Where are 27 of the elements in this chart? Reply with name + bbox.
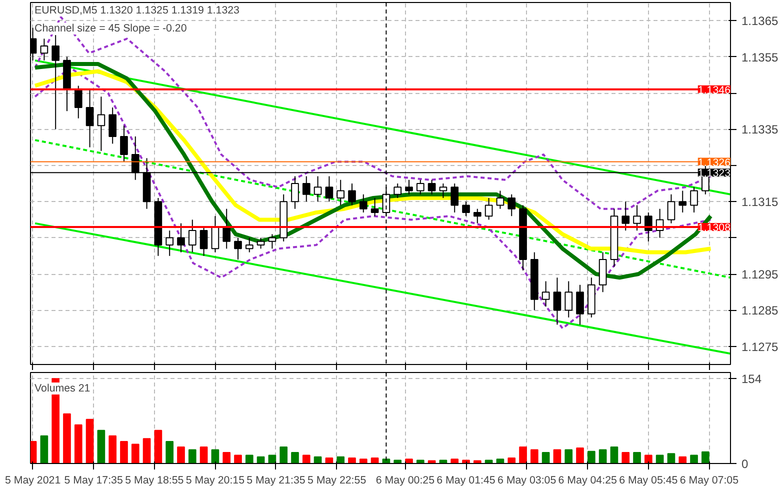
x-tick-label: 6 May 04:25 — [558, 474, 618, 486]
x-tick-label: 5 May 2021 — [4, 474, 61, 486]
x-tick-label: 5 May 17:35 — [64, 474, 123, 486]
chart-title: EURUSD,M5 1.1320 1.1325 1.1319 1.1323 — [34, 4, 240, 16]
y-tick-label: 1.1295 — [742, 268, 779, 282]
x-tick-label: 6 May 03:05 — [497, 474, 556, 486]
text: Channel size = 45 Slope = -0.20 — [34, 22, 187, 34]
x-tick-label: 5 May 22:55 — [307, 474, 366, 486]
x-tick-label: 5 May 21:35 — [246, 474, 306, 486]
y-tick-label: 1.1285 — [742, 304, 779, 318]
y-tick-label: 0 — [742, 457, 748, 471]
y-tick-label: 1.1315 — [742, 195, 779, 210]
ref-line-label: 1.1326 — [698, 156, 731, 169]
ref-line-label: 1.1346 — [698, 84, 731, 96]
x-tick-label: 6 May 00:25 — [376, 474, 435, 486]
x-tick-label: 6 May 01:45 — [436, 474, 496, 486]
y-tick-label: 1.1355 — [742, 50, 779, 64]
x-tick-label: 5 May 18:55 — [125, 474, 184, 486]
y-tick-label: 1.1275 — [742, 340, 779, 354]
ref-line-label: 1.1308 — [698, 222, 731, 234]
y-tick-label: 154 — [742, 372, 762, 386]
y-tick-label: 1.1335 — [742, 122, 779, 137]
x-tick-label: 6 May 07:05 — [680, 474, 739, 486]
text: Volumes 21 — [34, 382, 90, 394]
x-tick-label: 6 May 05:45 — [619, 474, 678, 486]
y-tick-label: 1.1365 — [742, 14, 779, 28]
x-tick-label: 5 May 20:15 — [186, 474, 245, 486]
